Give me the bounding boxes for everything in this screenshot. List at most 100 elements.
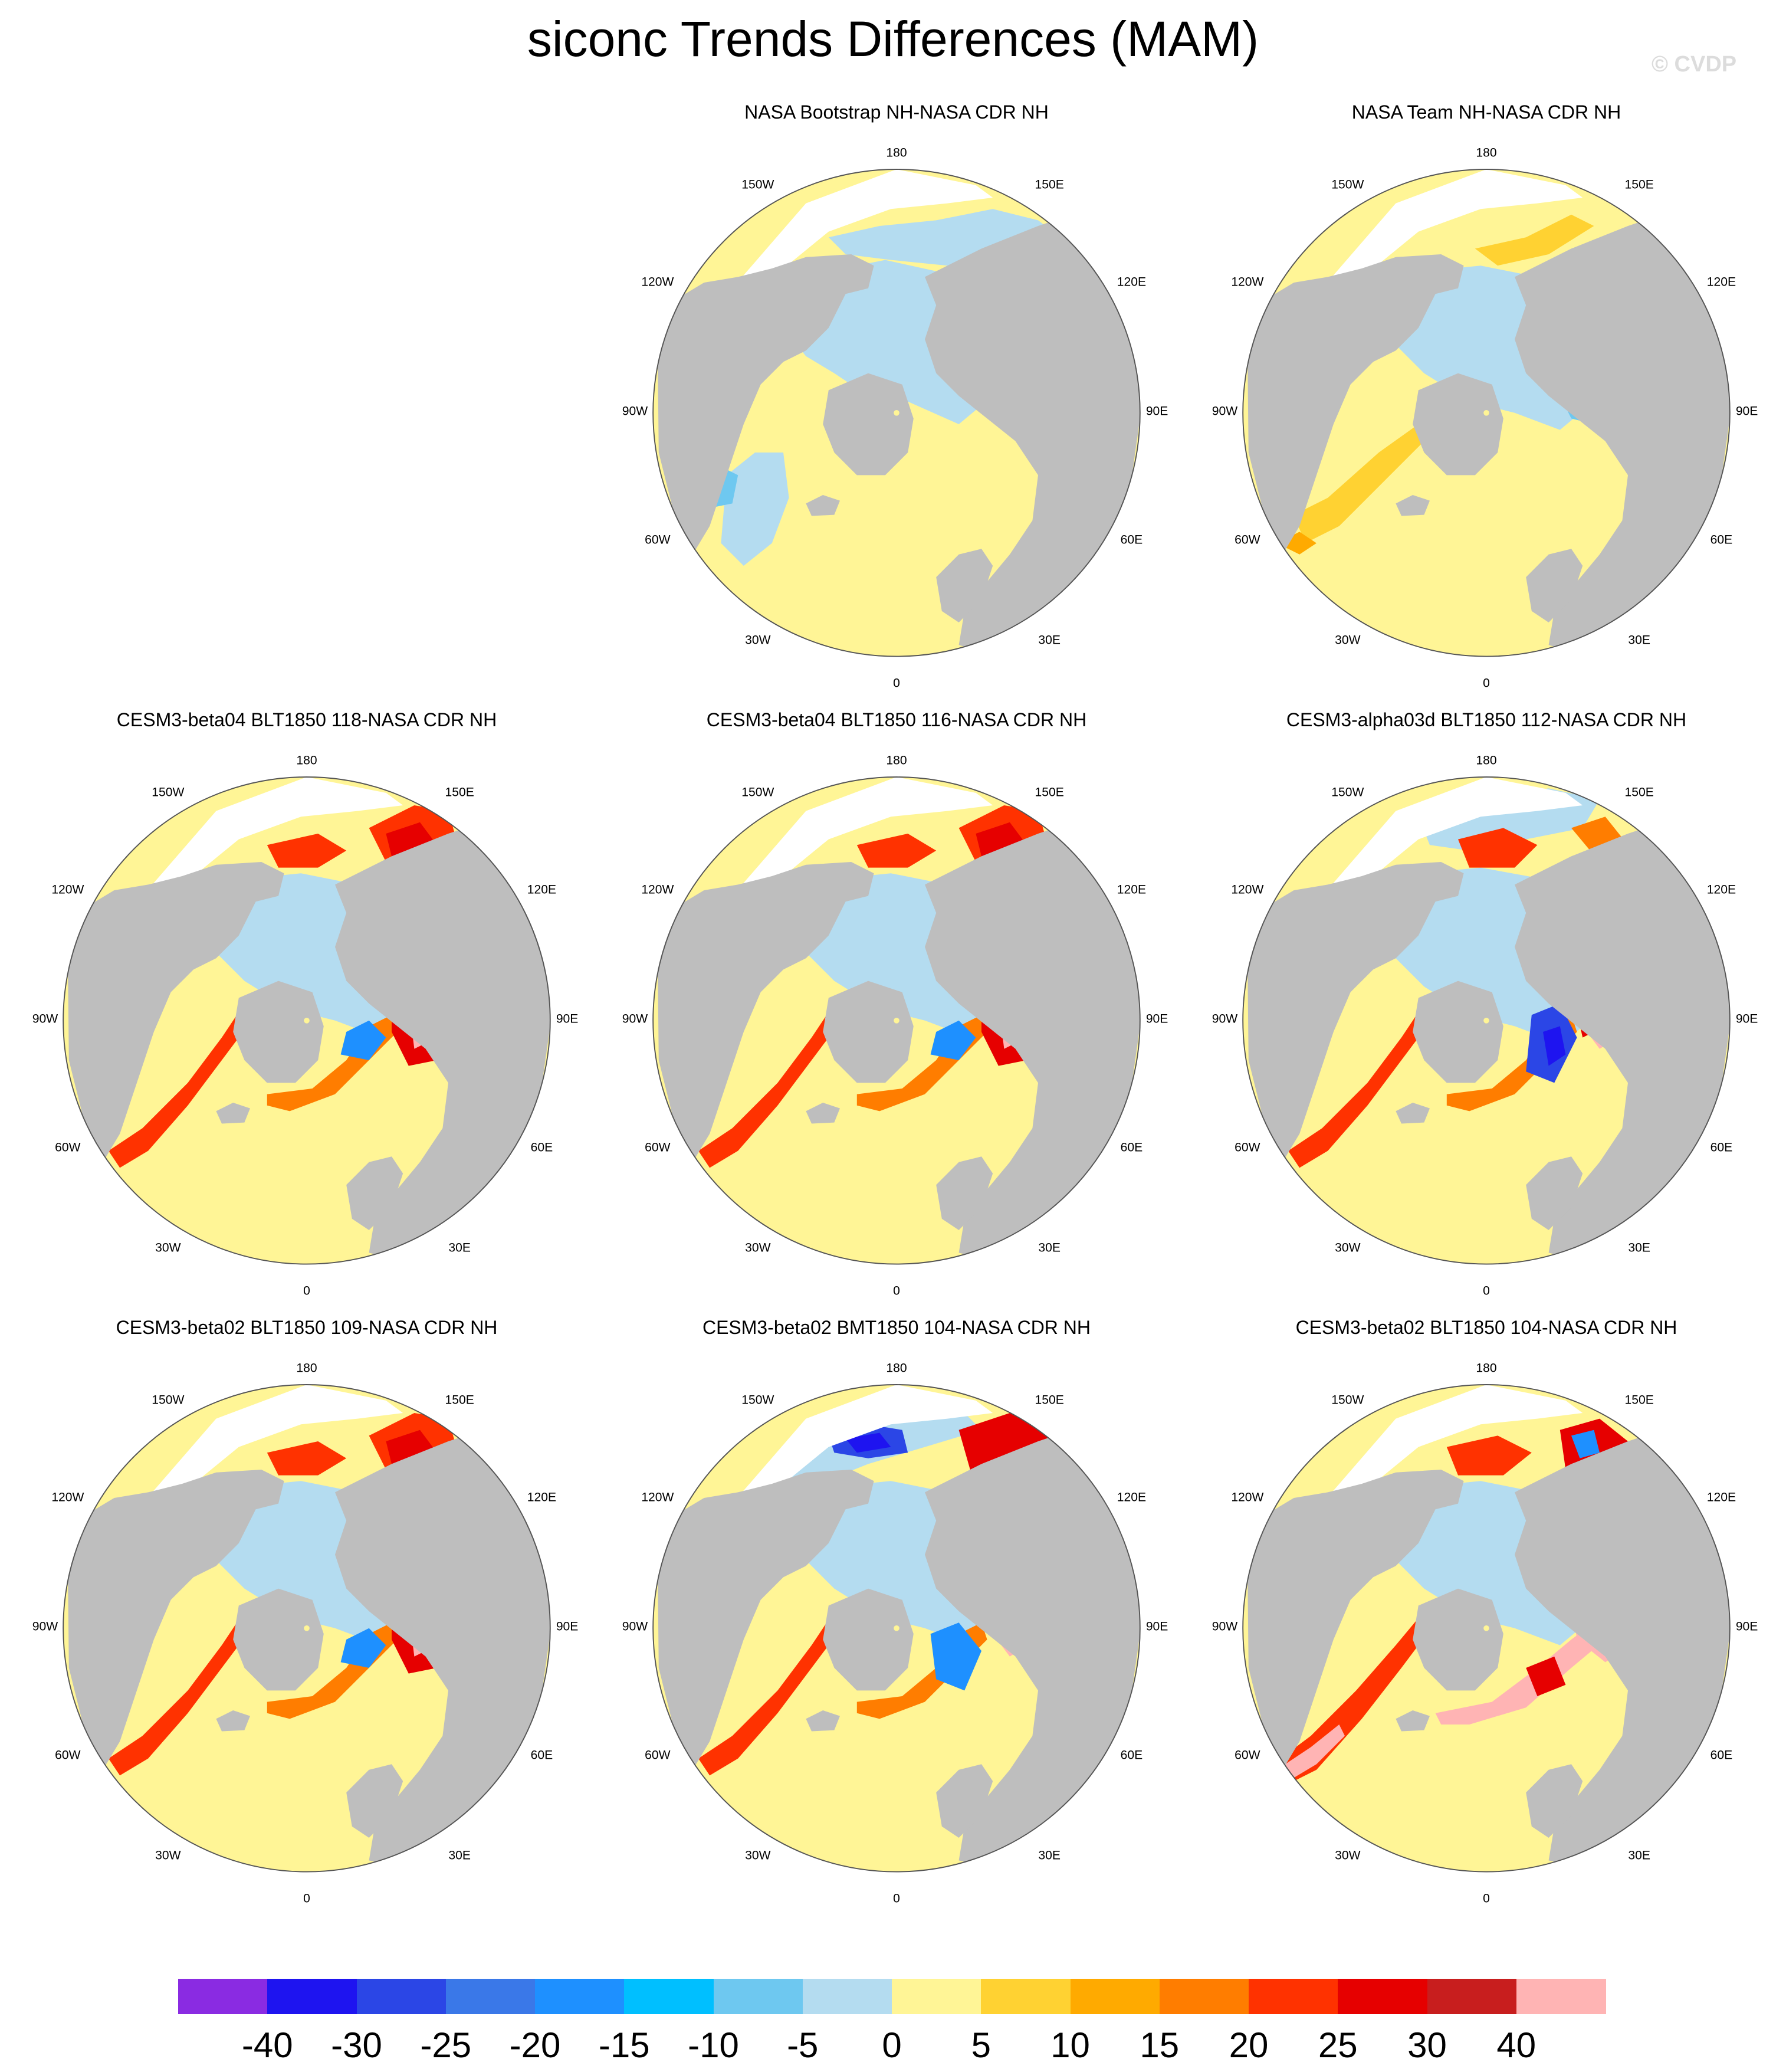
longitude-label: 0 <box>1483 1284 1490 1297</box>
longitude-label: 30E <box>1628 1848 1650 1862</box>
longitude-label: 150E <box>1625 785 1654 799</box>
panel-title: CESM3-beta02 BLT1850 109-NASA CDR NH <box>116 1317 498 1338</box>
longitude-label: 120W <box>1231 276 1263 289</box>
colorbar-swatch <box>1070 1979 1160 2014</box>
land-north-america <box>1247 254 1464 555</box>
panel-title: CESM3-beta04 BLT1850 118-NASA CDR NH <box>116 709 497 730</box>
pole-marker <box>1483 410 1489 416</box>
ice-increase-labrador-band <box>1265 1611 1436 1787</box>
land-eurasia <box>925 822 1140 1258</box>
pole-marker <box>1483 1018 1489 1024</box>
longitude-label: 60E <box>1711 1140 1733 1154</box>
panel-title: NASA Bootstrap NH-NASA CDR NH <box>744 101 1049 123</box>
longitude-label: 60W <box>645 1140 670 1154</box>
longitude-label: 60E <box>1121 1140 1143 1154</box>
longitude-label: 60W <box>1235 1748 1260 1762</box>
missing-data-region <box>732 777 993 896</box>
ice-increase-labrador-band <box>698 1611 846 1776</box>
land-greenland <box>1413 1588 1503 1691</box>
ice-increase-labrador-band <box>109 1004 256 1168</box>
map-boundary <box>652 776 1141 1265</box>
missing-data-region <box>1322 777 1583 896</box>
missing-data-region <box>732 1385 993 1504</box>
land-eurasia <box>925 1430 1140 1866</box>
colorbar-swatch <box>802 1979 892 2014</box>
polar-map: 180 0 150W 150E 120W 120E 90W 90E 60W 60E 30W 30E <box>622 146 1168 690</box>
land-scandinavia <box>1526 1764 1583 1838</box>
colorbar-swatch <box>624 1979 714 2014</box>
longitude-label: 90E <box>1736 404 1758 418</box>
ice-strong-increase-barents-edge <box>1526 1656 1566 1696</box>
ice-increase-pacific <box>1475 214 1594 266</box>
longitude-label: 60E <box>531 1748 553 1762</box>
longitude-label: 120W <box>641 883 674 897</box>
longitude-label: 150E <box>445 785 474 799</box>
polar-map: 180 0 150W 150E 120W 120E 90W 90E 60W 60E 30W 30E <box>32 754 579 1298</box>
pole-marker <box>304 1018 310 1024</box>
longitude-label: 150E <box>1035 1393 1064 1407</box>
longitude-label: 30W <box>155 1241 180 1254</box>
colorbar-swatch <box>535 1979 625 2014</box>
land-greenland <box>1413 981 1503 1083</box>
colorbar-tick-label: 20 <box>1229 2025 1269 2065</box>
colorbar-swatch <box>445 1979 536 2014</box>
map-panel: CESM3-beta02 BMT1850 104-NASA CDR NH 180 0… <box>613 1316 1180 1906</box>
longitude-label: 150W <box>152 1393 184 1407</box>
longitude-label: 90E <box>1736 1012 1758 1025</box>
polar-map: 180 0 150W 150E 120W 120E 90W 90E 60W 60E 30W 30E <box>622 754 1168 1298</box>
polar-map: 180 0 150W 150E 120W 120E 90W 90E 60W 60E 30W 30E <box>1212 146 1758 690</box>
colorbar-tick-label: -30 <box>331 2025 382 2065</box>
longitude-label: 30E <box>1628 633 1650 647</box>
longitude-label: 30E <box>1038 1848 1061 1862</box>
longitude-label: 150W <box>741 1393 774 1407</box>
longitude-label: 30E <box>1628 1241 1650 1254</box>
land-iceland <box>1396 1710 1430 1732</box>
colorbar-tick-label: -40 <box>241 2025 293 2065</box>
land-north-america <box>1247 1470 1464 1770</box>
longitude-label: 90W <box>622 1619 648 1633</box>
missing-data-region <box>1322 1385 1583 1504</box>
ice-large-increase-labrador <box>1276 1725 1345 1781</box>
colorbar-swatch <box>892 1979 981 2014</box>
polar-map: 180 0 150W 150E 120W 120E 90W 90E 60W 60E 30W 30E <box>622 1362 1168 1906</box>
map-panel: CESM3-beta04 BLT1850 116-NASA CDR NH 180 0… <box>613 708 1180 1298</box>
longitude-label: 120E <box>1117 276 1146 289</box>
longitude-label: 30W <box>745 1848 770 1862</box>
longitude-label: 90E <box>1146 404 1168 418</box>
longitude-label: 180 <box>296 754 317 768</box>
ice-increase-labrador-band <box>1288 1004 1436 1168</box>
land-scandinavia <box>1526 549 1583 622</box>
map-boundary <box>1242 169 1731 657</box>
longitude-label: 150E <box>1625 178 1654 191</box>
land-greenland <box>823 1588 914 1691</box>
longitude-label: 60E <box>1711 533 1733 546</box>
longitude-label: 0 <box>1483 1891 1490 1905</box>
longitude-label: 150W <box>741 178 774 191</box>
ice-increase-east-greenland <box>1276 532 1316 555</box>
panel-title: NASA Team NH-NASA CDR NH <box>1351 101 1621 123</box>
figure-title: siconc Trends Differences (MAM) <box>527 11 1259 67</box>
ice-increase-labrador-band <box>109 1611 256 1776</box>
map-panel: CESM3-beta02 BLT1850 104-NASA CDR NH 180 0… <box>1203 1316 1769 1906</box>
longitude-label: 30E <box>448 1848 471 1862</box>
longitude-label: 120W <box>641 1491 674 1504</box>
land-greenland <box>823 373 914 476</box>
polar-map: 180 0 150W 150E 120W 120E 90W 90E 60W 60E 30W 30E <box>1212 1362 1758 1906</box>
longitude-label: 0 <box>893 1284 900 1297</box>
map-panel: NASA Bootstrap NH-NASA CDR NH 180 0 150W 150… <box>613 100 1180 690</box>
colorbar-swatch <box>1516 1979 1606 2014</box>
pole-marker <box>1483 1625 1489 1631</box>
longitude-label: 0 <box>893 1891 900 1905</box>
ice-increase-pacific-west <box>267 1441 347 1476</box>
colorbar-swatch <box>356 1979 446 2014</box>
longitude-label: 90W <box>32 1619 58 1633</box>
ice-increase-pacific <box>1458 828 1538 868</box>
land-north-america <box>657 254 874 555</box>
pole-marker <box>894 410 899 416</box>
ice-increase-pacific <box>1446 1435 1532 1476</box>
land-greenland <box>823 981 914 1083</box>
longitude-label: 90E <box>556 1012 579 1025</box>
ice-decrease-barents <box>340 1628 386 1668</box>
longitude-label: 150E <box>445 1393 474 1407</box>
longitude-label: 150W <box>152 785 184 799</box>
